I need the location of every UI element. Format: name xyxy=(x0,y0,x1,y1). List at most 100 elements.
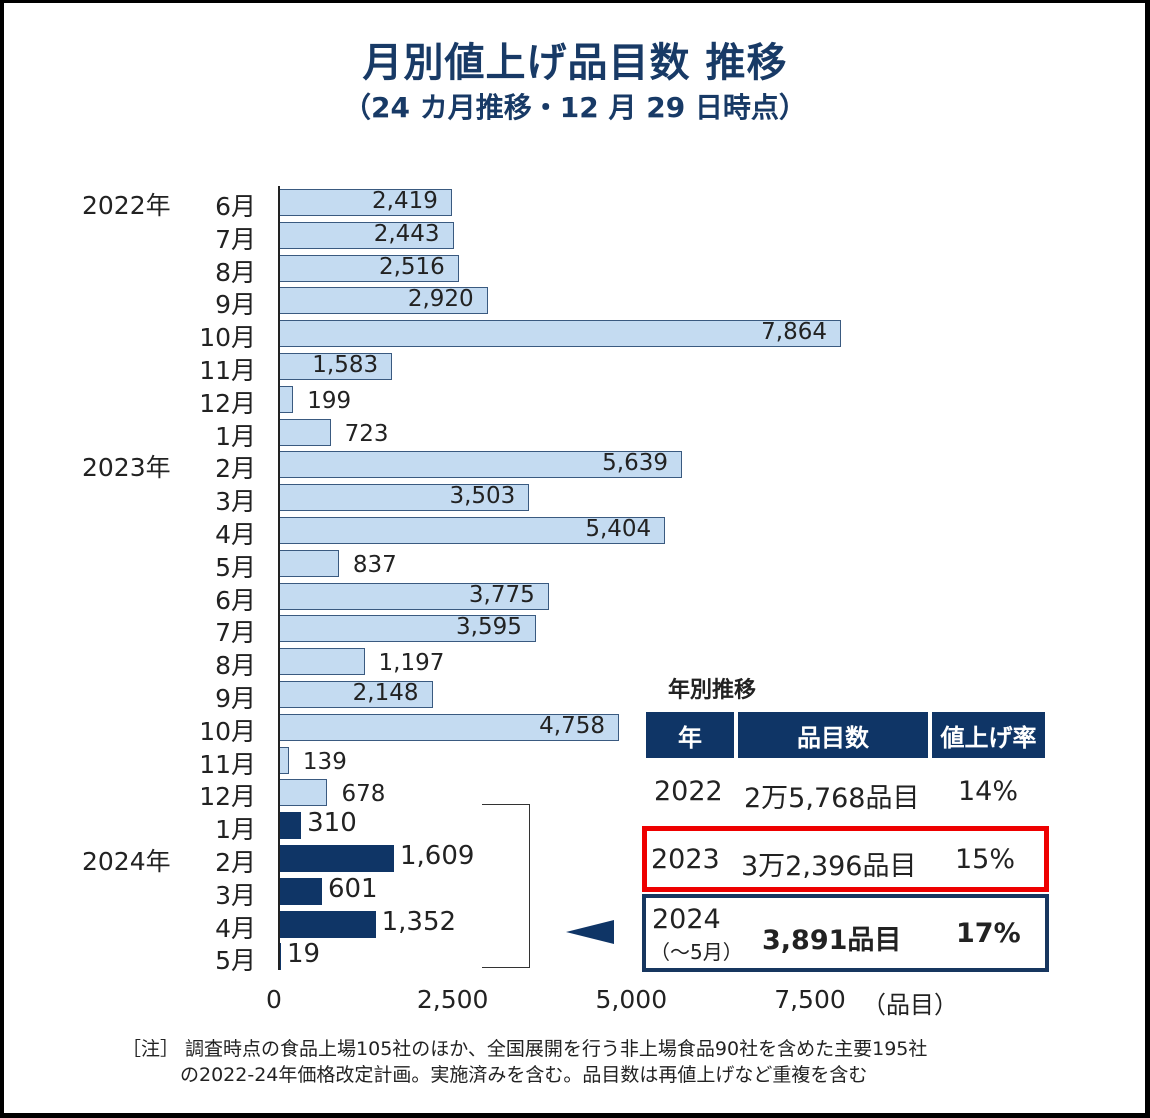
bar xyxy=(279,615,536,643)
row-items: 2万5,768品目 xyxy=(744,783,920,814)
bar xyxy=(279,385,294,413)
row-rate: 15% xyxy=(955,844,1016,875)
bar xyxy=(279,582,549,610)
row-year: 2024 xyxy=(652,904,721,935)
table-row-2023-highlighted: 2023 3万2,396品目 15% xyxy=(642,826,1049,892)
bar-value-label: 4,758 xyxy=(539,712,606,739)
month-label: 11月 xyxy=(199,749,256,779)
month-label: 1月 xyxy=(215,815,256,845)
bar-value-label: 2,920 xyxy=(407,286,474,313)
bar xyxy=(279,746,289,774)
month-label: 4月 xyxy=(215,520,256,549)
bar-value-label: 310 xyxy=(307,808,357,839)
bar xyxy=(279,287,488,315)
bar-value-label: 837 xyxy=(352,551,397,578)
month-label: 10月 xyxy=(199,716,256,746)
y-axis-line xyxy=(278,186,280,970)
month-label: 10月 xyxy=(199,323,256,353)
row-year: 2022 xyxy=(654,776,723,807)
month-label: 8月 xyxy=(215,257,256,287)
bar-value-label: 601 xyxy=(327,873,378,904)
year-label: 2023年 xyxy=(82,453,171,482)
month-label: 8月 xyxy=(215,651,256,681)
x-axis-tick-label: 7,500 xyxy=(774,985,846,1014)
bar xyxy=(279,681,433,708)
month-label: 2月 xyxy=(215,454,256,484)
chart-title: 月別値上げ品目数 推移 xyxy=(362,40,788,86)
bar-value-label: 3,775 xyxy=(468,581,535,608)
bar-value-label: 2,419 xyxy=(372,188,438,214)
bar-value-label: 1,197 xyxy=(378,650,445,677)
table-row-2022: 2022 2万5,768品目 14% xyxy=(646,760,1046,828)
bar xyxy=(279,713,620,741)
bar xyxy=(279,877,322,905)
month-label: 9月 xyxy=(215,684,256,713)
x-axis-tick-label: 5,000 xyxy=(595,985,668,1014)
bar-value-label: 5,404 xyxy=(585,516,652,542)
month-label: 7月 xyxy=(215,618,256,648)
bar xyxy=(279,549,339,577)
table-header-year: 年 xyxy=(646,712,734,758)
row-year: 2023 xyxy=(651,844,720,875)
table-row-2024-boxed: 2024 （〜5月） 3,891品目 17% xyxy=(642,894,1049,972)
bar-value-label: 2,516 xyxy=(378,253,445,280)
month-label: 11月 xyxy=(199,356,256,385)
month-label: 1月 xyxy=(215,421,256,451)
bar-value-label: 5,639 xyxy=(602,450,668,477)
footnote-line-1: ［注］ 調査時点の食品上場105社のほか、全国展開を行う非上場食品90社を含めた… xyxy=(122,1038,928,1060)
x-axis-tick-label: 0 xyxy=(266,985,282,1014)
x-axis-tick-label: 2,500 xyxy=(416,985,489,1014)
month-label: 12月 xyxy=(199,388,256,418)
bar xyxy=(279,845,394,872)
table-header-rate: 値上げ率 xyxy=(932,712,1045,758)
bar-value-label: 19 xyxy=(287,939,321,970)
month-label: 3月 xyxy=(215,487,256,517)
footnote: ［注］ 調査時点の食品上場105社のほか、全国展開を行う非上場食品90社を含めた… xyxy=(122,1036,927,1088)
bar-value-label: 1,609 xyxy=(399,841,475,871)
bar xyxy=(279,779,328,807)
month-label: 5月 xyxy=(215,946,256,976)
bar xyxy=(279,812,302,840)
bar-value-label: 199 xyxy=(307,387,352,414)
row-items: 3,891品目 xyxy=(762,925,902,956)
bar-value-label: 678 xyxy=(341,781,386,808)
bar xyxy=(279,910,376,938)
year-label: 2022年 xyxy=(82,191,171,220)
x-axis-unit: （品目） xyxy=(862,991,958,1019)
bar xyxy=(279,648,365,676)
month-label: 6月 xyxy=(215,192,256,221)
bar xyxy=(279,353,393,380)
bar-value-label: 2,148 xyxy=(352,680,419,706)
bar-value-label: 1,352 xyxy=(381,906,457,937)
row-rate: 17% xyxy=(956,918,1021,949)
bar-value-label: 2,443 xyxy=(373,220,440,247)
month-label: 3月 xyxy=(215,880,256,910)
bar-value-label: 1,583 xyxy=(312,352,379,378)
summary-table-title: 年別推移 xyxy=(668,678,757,703)
month-label: 9月 xyxy=(215,290,256,320)
month-label: 2月 xyxy=(215,848,256,877)
row-items: 3万2,396品目 xyxy=(741,851,917,882)
2024-bracket xyxy=(482,804,530,968)
bar xyxy=(279,418,331,446)
month-label: 5月 xyxy=(215,552,256,582)
bar-value-label: 7,864 xyxy=(761,319,827,346)
bar xyxy=(279,320,841,348)
table-header-items: 品目数 xyxy=(738,712,928,758)
month-label: 4月 xyxy=(215,913,256,943)
bar xyxy=(279,451,682,479)
bar-value-label: 3,503 xyxy=(449,483,516,510)
bar xyxy=(279,517,666,544)
month-label: 7月 xyxy=(215,224,256,254)
row-year-note: （〜5月） xyxy=(650,940,743,964)
year-label: 2024年 xyxy=(82,847,171,876)
bar xyxy=(279,221,454,249)
bar xyxy=(279,254,459,282)
bar-value-label: 3,595 xyxy=(456,614,522,641)
bar xyxy=(279,484,530,512)
bar xyxy=(279,943,281,971)
pointer-arrow-icon xyxy=(566,920,614,944)
bar-value-label: 723 xyxy=(344,420,389,447)
month-label: 12月 xyxy=(199,782,256,812)
chart-subtitle: （24 カ月推移・12 月 29 日時点） xyxy=(343,91,807,124)
